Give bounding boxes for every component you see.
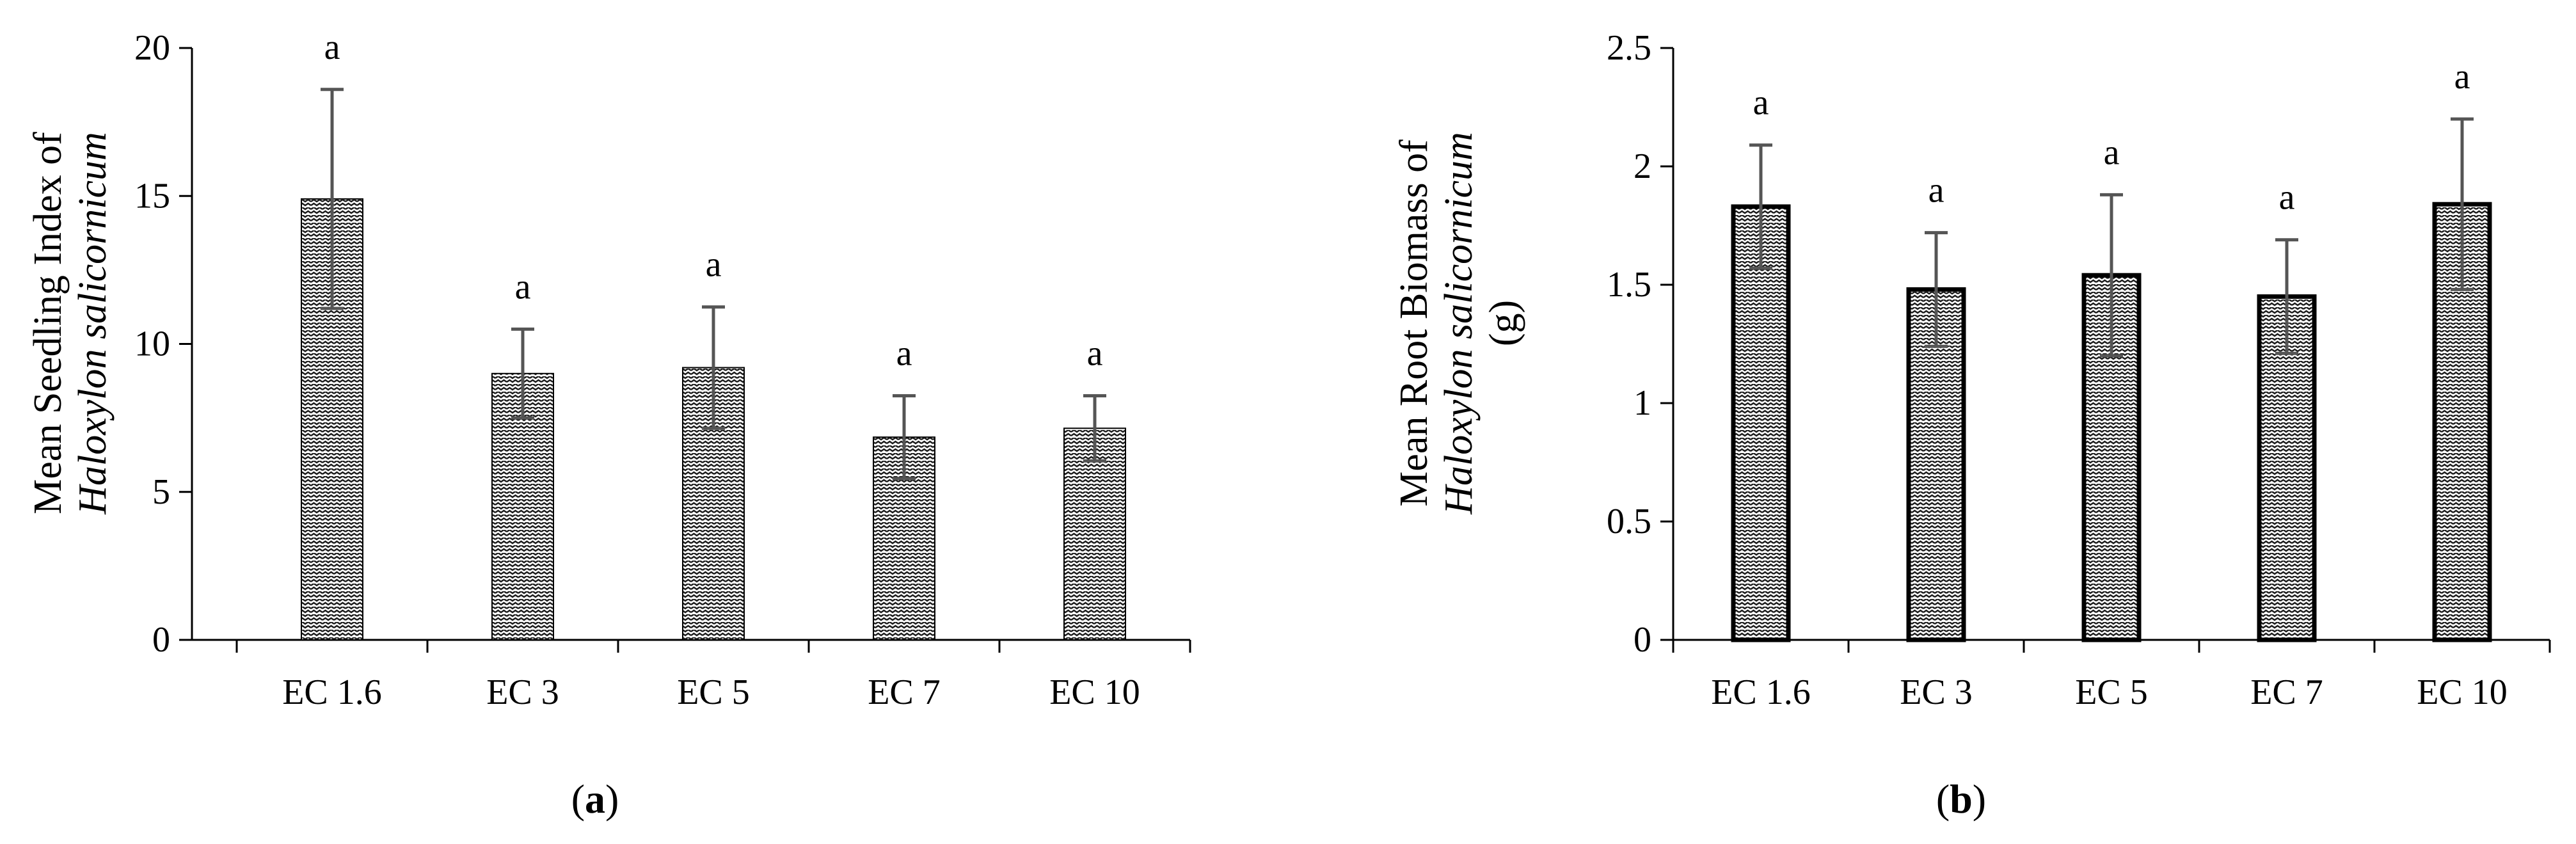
y-tick-label-b: 2.5 — [1607, 28, 1651, 68]
error-bar-b-1 — [1749, 143, 1772, 270]
significance-letter-b-4: a — [2279, 178, 2295, 218]
significance-letter-a-3: a — [706, 245, 722, 285]
error-bar-a-3 — [702, 305, 725, 430]
y-axis-title-b: Mean Root Biomass of Haloxylon salicorni… — [1392, 132, 1525, 515]
x-tick-label-b-4: EC 7 — [2250, 673, 2323, 712]
y-tick-label-a: 20 — [134, 28, 170, 68]
y-axis-title-b-line1: Mean Root Biomass of — [1392, 139, 1436, 507]
x-tick-label-b-2: EC 3 — [1900, 673, 1973, 712]
y-tick-label-a: 0 — [152, 620, 170, 660]
error-bar-a-2 — [511, 327, 534, 420]
y-tick-label-a: 10 — [134, 324, 170, 364]
significance-letter-b-5: a — [2454, 57, 2470, 97]
error-bar-a-1 — [321, 88, 344, 310]
significance-letter-a-4: a — [896, 333, 912, 373]
y-tick-label-a: 15 — [134, 176, 170, 216]
plot-area-b: 0 0.5 1 1.5 2 2.5 a EC 1.6 a EC 3 a EC 5 a EC 7 a EC 10 — [1607, 28, 2551, 712]
significance-letter-a-2: a — [515, 267, 531, 307]
error-bar-a-4 — [893, 394, 916, 481]
bar-a-5 — [1063, 427, 1126, 641]
y-axis-title-a: Mean Seedling Index of Haloxylon salicor… — [26, 132, 115, 515]
x-tick-label-b-1: EC 1.6 — [1711, 673, 1811, 712]
significance-letter-b-3: a — [2104, 132, 2120, 172]
chart-panel-a: Mean Seedling Index of Haloxylon salicor… — [26, 28, 1191, 822]
significance-letter-b-2: a — [1928, 171, 1944, 211]
x-tick-label-a-2: EC 3 — [486, 673, 559, 712]
error-bar-a-5 — [1083, 394, 1106, 463]
significance-letter-a-5: a — [1087, 333, 1103, 373]
error-bar-b-4 — [2275, 238, 2298, 355]
y-tick-label-a: 5 — [152, 472, 170, 512]
y-tick-label-b: 0.5 — [1607, 502, 1651, 541]
x-tick-label-a-1: EC 1.6 — [282, 673, 382, 712]
x-tick-label-a-3: EC 5 — [677, 673, 750, 712]
plot-area-a: 0 5 10 15 20 a EC 1.6 a EC 3 a EC 5 a EC 7 a EC 10 — [134, 28, 1191, 712]
x-tick-label-b-5: EC 10 — [2417, 673, 2508, 712]
error-bar-b-2 — [1925, 231, 1948, 348]
y-axis-title-a-line2: Haloxylon salicornicum — [71, 132, 115, 515]
chart-panel-b: Mean Root Biomass of Haloxylon salicorni… — [1392, 28, 2551, 822]
y-tick-label-b: 2 — [1634, 147, 1651, 186]
y-axis-title-b-line2: Haloxylon salicornicum — [1437, 132, 1481, 515]
y-tick-label-b: 0 — [1634, 620, 1651, 660]
y-axis-title-a-line1: Mean Seedling Index of — [26, 132, 70, 514]
x-tick-label-a-4: EC 7 — [868, 673, 941, 712]
panel-label-a: (a) — [571, 776, 619, 822]
x-tick-label-b-3: EC 5 — [2075, 673, 2148, 712]
error-bar-b-5 — [2451, 117, 2474, 291]
x-tick-label-a-5: EC 10 — [1049, 673, 1140, 712]
significance-letter-b-1: a — [1753, 83, 1769, 123]
y-tick-label-b: 1 — [1634, 383, 1651, 423]
error-bar-b-3 — [2100, 193, 2123, 358]
panel-label-b: (b) — [1936, 776, 1986, 822]
y-tick-label-b: 1.5 — [1607, 265, 1651, 305]
significance-letter-a-1: a — [324, 28, 340, 67]
bar-b-1 — [1731, 204, 1791, 642]
y-axis-title-b-line3: (g) — [1482, 300, 1525, 346]
